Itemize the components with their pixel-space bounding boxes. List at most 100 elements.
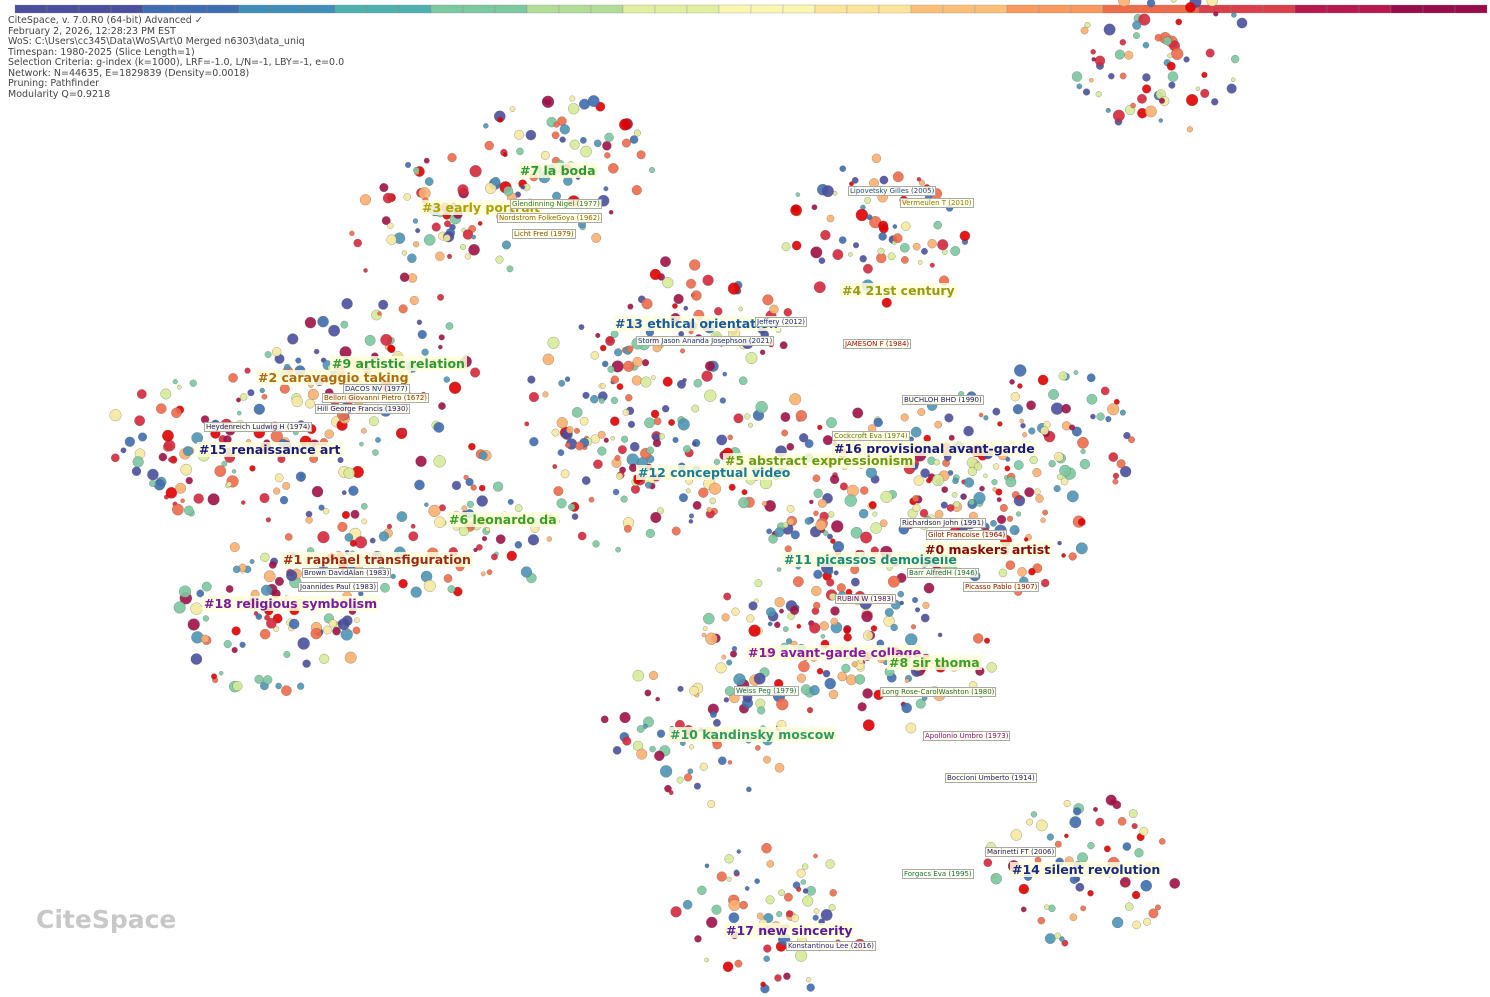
node <box>255 613 262 620</box>
node <box>731 607 740 616</box>
node <box>630 441 640 452</box>
node <box>716 434 728 446</box>
node <box>1015 511 1022 517</box>
node <box>832 249 844 261</box>
node <box>627 420 636 428</box>
node <box>851 177 859 184</box>
node <box>1103 845 1111 853</box>
node <box>604 152 611 159</box>
node <box>190 602 203 615</box>
node <box>1040 426 1049 435</box>
node <box>738 306 743 312</box>
node <box>359 441 364 447</box>
node <box>1154 33 1163 42</box>
node <box>328 324 340 337</box>
reference-label: Storm Jason Ananda Josephson (2021) <box>636 336 775 346</box>
node <box>273 626 280 632</box>
node <box>528 391 540 403</box>
node <box>263 675 273 685</box>
node <box>790 530 800 540</box>
node <box>610 330 619 339</box>
node <box>577 531 587 541</box>
node <box>820 909 833 921</box>
node <box>1019 418 1024 424</box>
node <box>1236 17 1248 29</box>
node <box>837 671 847 682</box>
node <box>1087 890 1094 897</box>
node <box>1004 465 1011 472</box>
node <box>553 121 560 128</box>
reference-label: Glendinning Nigel (1977) <box>510 199 602 209</box>
node <box>1170 0 1177 3</box>
node <box>701 632 707 638</box>
node <box>1032 468 1042 478</box>
node <box>348 485 359 496</box>
node <box>633 129 641 137</box>
timeline-bar <box>782 4 816 14</box>
node <box>386 234 397 245</box>
node <box>728 899 741 911</box>
node <box>319 653 330 664</box>
node <box>1005 560 1016 570</box>
node <box>769 304 779 314</box>
node <box>207 493 220 506</box>
node <box>622 736 632 746</box>
node <box>1169 878 1181 889</box>
node <box>641 298 653 310</box>
timeline-bar <box>270 4 304 14</box>
node <box>1171 47 1184 60</box>
node <box>443 574 453 583</box>
node <box>1148 908 1159 919</box>
node <box>324 429 334 439</box>
node <box>1009 525 1020 536</box>
node <box>520 185 526 190</box>
node <box>1057 473 1064 481</box>
node <box>691 404 700 413</box>
node <box>377 311 382 316</box>
node <box>614 454 621 461</box>
node <box>798 660 810 673</box>
node <box>1114 49 1125 60</box>
node <box>904 678 910 683</box>
node <box>610 375 619 384</box>
node <box>621 435 629 443</box>
node <box>824 677 836 690</box>
node <box>1142 84 1152 94</box>
node <box>783 892 793 902</box>
node <box>341 510 350 519</box>
node <box>708 482 722 495</box>
node <box>423 157 430 164</box>
node <box>284 533 293 541</box>
node <box>1119 39 1127 46</box>
node <box>232 565 241 574</box>
node <box>992 487 997 492</box>
node <box>410 586 422 598</box>
node <box>868 501 877 510</box>
node <box>1048 904 1056 913</box>
node <box>231 646 238 654</box>
node <box>680 348 686 354</box>
timeline-bar <box>910 4 944 14</box>
node <box>776 567 782 572</box>
node <box>369 537 376 544</box>
node <box>598 397 605 404</box>
node <box>369 416 379 427</box>
node <box>447 153 457 163</box>
node <box>297 637 310 650</box>
node <box>960 494 966 499</box>
node <box>1037 374 1049 386</box>
node <box>433 455 446 468</box>
node <box>578 324 585 330</box>
node <box>305 398 315 409</box>
node <box>792 576 804 587</box>
node <box>1108 452 1119 462</box>
node <box>822 185 834 198</box>
node <box>438 344 443 350</box>
reference-label: Vermeulen T (2010) <box>900 198 974 208</box>
timeline-bar <box>558 4 592 14</box>
node <box>1185 2 1196 13</box>
node <box>653 417 662 426</box>
node <box>826 567 834 575</box>
node <box>1175 18 1183 26</box>
node <box>937 632 943 638</box>
